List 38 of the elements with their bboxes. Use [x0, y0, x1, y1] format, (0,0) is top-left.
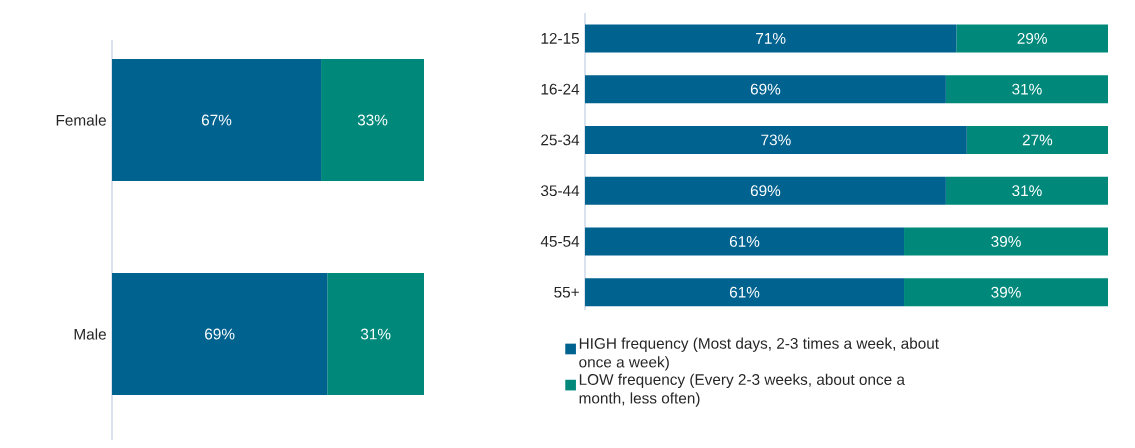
- bar: [956, 24, 1108, 53]
- bar: [585, 75, 946, 104]
- y-tick-label: 55+: [554, 286, 579, 298]
- bar: [585, 176, 946, 205]
- bar: [904, 227, 1108, 256]
- y-tick-label: 25-34: [541, 134, 580, 146]
- data-label: 67%: [201, 114, 232, 126]
- y-tick-label: 12-15: [541, 32, 579, 44]
- data-label: 39%: [991, 286, 1021, 298]
- y-tick-label: 35-44: [541, 185, 580, 197]
- y-tick-label: Male: [74, 328, 106, 340]
- bar: [585, 278, 905, 307]
- data-label: 61%: [729, 236, 760, 247]
- bar: [945, 176, 1108, 205]
- bar: [585, 24, 957, 53]
- bar: [966, 125, 1108, 154]
- data-label: 39%: [991, 236, 1021, 247]
- bar: [904, 278, 1108, 307]
- legend-label: LOW frequency (Every 2-3 weeks, about once a month, less often): [579, 373, 905, 407]
- data-label: 73%: [761, 134, 791, 146]
- data-label: 69%: [750, 185, 781, 197]
- data-label: 33%: [357, 114, 388, 126]
- data-label: 61%: [729, 286, 760, 298]
- data-label: 71%: [756, 33, 786, 44]
- legend-label: HIGH frequency (Most days, 2-3 times a week, about once a week): [579, 337, 939, 371]
- data-label: 31%: [360, 328, 391, 340]
- y-tick-label: 45-54: [540, 236, 580, 247]
- y-tick-label: Female: [56, 114, 106, 126]
- bar: [585, 125, 967, 154]
- data-label: 69%: [205, 328, 235, 340]
- bar: [585, 227, 905, 256]
- data-label: 31%: [1012, 83, 1042, 95]
- data-label: 27%: [1022, 134, 1053, 146]
- bar: [945, 75, 1108, 104]
- y-tick-label: 16-24: [541, 83, 580, 95]
- data-label: 69%: [750, 83, 781, 95]
- data-label: 31%: [1012, 185, 1042, 197]
- data-label: 29%: [1017, 32, 1047, 44]
